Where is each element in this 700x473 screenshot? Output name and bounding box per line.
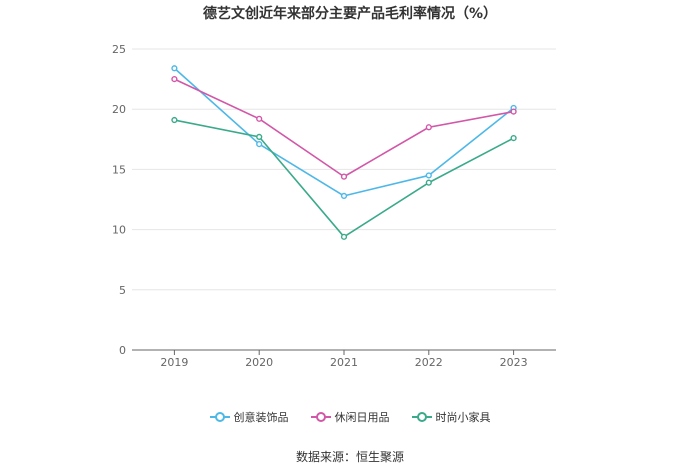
data-point [425, 179, 432, 186]
line-chart: 0 5 10 15 20 25 2019 2020 2021 2022 2023 [112, 43, 556, 369]
data-point [340, 233, 348, 240]
y-tick-label: 10 [112, 224, 126, 237]
data-point [425, 124, 432, 131]
chart-title: 德艺文创近年来部分主要产品毛利率情况（%） [202, 6, 498, 22]
legend-marker-icon [209, 412, 230, 422]
data-point [340, 173, 348, 180]
data-point [171, 65, 178, 72]
y-tick-label: 15 [112, 163, 126, 176]
x-tick-label: 2023 [500, 356, 528, 369]
data-point [340, 192, 348, 199]
y-tick-label: 0 [119, 344, 126, 357]
y-tick-label: 25 [112, 43, 126, 56]
data-point [256, 115, 263, 122]
x-tick-label: 2020 [245, 356, 273, 369]
data-point [256, 141, 263, 148]
legend-item-2[interactable]: 休闲日用品 [310, 409, 390, 425]
y-tick-label: 5 [119, 284, 126, 297]
data-point [171, 116, 178, 124]
chart-legend: 创意装饰品 休闲日用品 时尚小家具 [0, 409, 700, 425]
data-point [256, 133, 263, 140]
data-point [510, 108, 517, 115]
legend-label: 休闲日用品 [334, 411, 390, 424]
y-tick-label: 20 [112, 103, 126, 116]
series-line-2 [174, 78, 514, 178]
legend-item-3[interactable]: 时尚小家具 [411, 409, 491, 425]
legend-label: 时尚小家具 [435, 411, 491, 424]
data-point [425, 172, 432, 179]
data-point [171, 75, 178, 83]
data-source-note: 数据来源：恒生聚源 [295, 450, 404, 464]
data-point [510, 134, 517, 142]
x-tick-label: 2021 [330, 356, 358, 369]
legend-item-1[interactable]: 创意装饰品 [209, 409, 289, 425]
x-tick-label: 2019 [160, 356, 188, 369]
legend-marker-icon [411, 412, 432, 422]
legend-label: 创意装饰品 [233, 411, 289, 424]
x-tick-label: 2022 [415, 356, 443, 369]
legend-marker-icon [310, 412, 331, 422]
